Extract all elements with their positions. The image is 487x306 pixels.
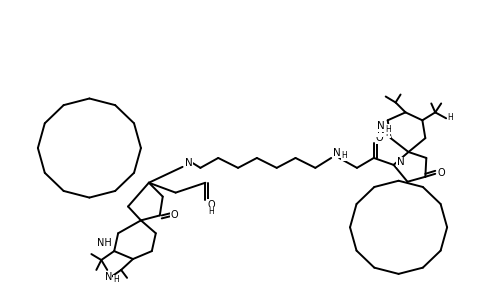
Text: N: N: [185, 158, 192, 168]
Text: H: H: [377, 128, 383, 137]
Text: H: H: [447, 113, 453, 122]
Text: N: N: [377, 125, 385, 135]
Text: H: H: [341, 151, 347, 160]
Text: N: N: [377, 121, 385, 131]
Text: H: H: [385, 125, 391, 134]
Text: O: O: [207, 200, 215, 210]
Text: O: O: [171, 211, 178, 220]
Text: N: N: [397, 157, 404, 167]
Text: O: O: [437, 168, 445, 178]
Text: NH: NH: [97, 238, 112, 248]
Text: N: N: [105, 272, 112, 282]
Text: N: N: [333, 148, 341, 158]
Text: H: H: [113, 275, 119, 284]
Text: H: H: [208, 207, 214, 216]
Text: H: H: [385, 129, 391, 138]
Text: O: O: [376, 133, 384, 143]
